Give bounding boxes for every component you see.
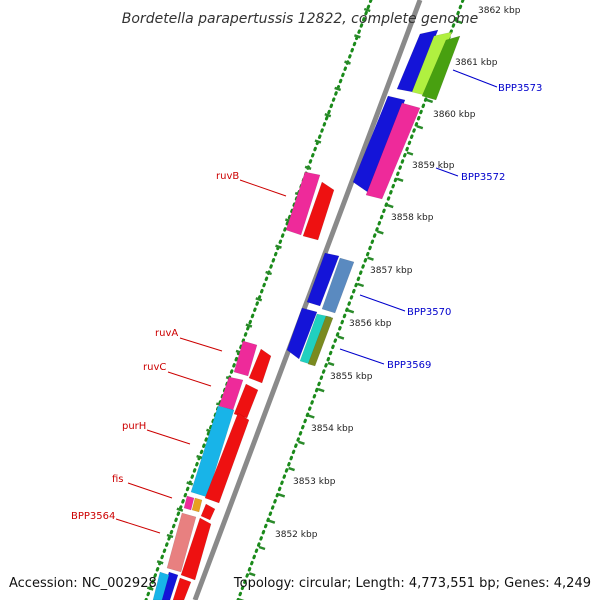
gene-label-bpp3569[interactable]: BPP3569 [387, 360, 431, 371]
gene-label-bpp3564[interactable]: BPP3564 [71, 511, 115, 522]
kbp-label-3861: 3861 kbp [455, 58, 498, 68]
track-dash [196, 454, 203, 460]
track-dash [314, 139, 322, 144]
track-dash [367, 256, 374, 261]
track-dash [304, 165, 312, 170]
kbp-scale-labels: 3862 kbp 3861 kbp 3860 kbp 3859 kbp 3858… [275, 6, 521, 540]
track-dash [347, 309, 355, 314]
kbp-label-3855: 3855 kbp [330, 372, 373, 382]
gene-arrow-bpp3570-blue[interactable] [306, 252, 340, 307]
track-dash [278, 493, 286, 498]
track-dash [288, 466, 295, 472]
gene-arrow-ruva-pink[interactable] [233, 340, 258, 377]
track-dash [186, 481, 194, 486]
track-dash [156, 560, 164, 565]
kbp-label-3854: 3854 kbp [311, 424, 354, 434]
track-dash [258, 545, 266, 551]
gene-arrow-ruvb-red[interactable] [302, 181, 335, 241]
track-dash [426, 98, 434, 104]
gene-label-bpp3572[interactable]: BPP3572 [461, 172, 505, 183]
gene-label-purh[interactable]: purH [122, 421, 146, 432]
gene-label-fis[interactable]: fis [112, 474, 124, 485]
track-dash [406, 151, 414, 156]
accession-text: Accession: NC_002928 [9, 576, 157, 591]
map-title: Bordetella parapertussis 12822, complete… [122, 11, 478, 27]
track-dash [298, 440, 305, 445]
track-dash [455, 19, 463, 25]
gene-arrow-bpp3570-steel[interactable] [321, 257, 355, 314]
label-leader-lines [115, 69, 498, 534]
track-dash [416, 125, 424, 130]
track-tick-marks [146, 7, 463, 600]
track-dash [396, 177, 404, 182]
track-dash [146, 586, 154, 591]
genome-backbone [192, 0, 423, 600]
track-dash [248, 572, 256, 577]
kbp-label-3852: 3852 kbp [275, 530, 318, 540]
gene-label-ruva[interactable]: ruvA [155, 328, 178, 339]
track-dash [324, 113, 332, 118]
kbp-label-3856: 3856 kbp [349, 319, 392, 329]
track-dash [268, 519, 276, 524]
gene-arrow-purh-red[interactable] [204, 412, 250, 504]
left-dotted-track [144, 0, 373, 600]
track-dash [307, 414, 315, 419]
gene-label-ruvb[interactable]: ruvB [216, 171, 239, 182]
kbp-label-3862: 3862 kbp [478, 6, 521, 16]
gene-labels: ruvB ruvA ruvC purH fis BPP3564 BPP3573 … [71, 83, 542, 522]
kbp-label-3853: 3853 kbp [293, 477, 336, 487]
gene-arrow-bpp3572-pink[interactable] [365, 102, 421, 200]
gene-arrow-bpp3569-olive[interactable] [307, 315, 334, 367]
kbp-label-3857: 3857 kbp [370, 266, 413, 276]
gene-arrow-ruvb-pink[interactable] [285, 171, 321, 236]
gene-arrow-fis-red[interactable] [200, 503, 216, 521]
gene-arrow-ruvc-red[interactable] [233, 383, 259, 419]
gene-arrow-bpp3573-green[interactable] [421, 35, 461, 101]
track-dash [275, 244, 282, 249]
track-dash [265, 270, 273, 276]
track-dash [317, 388, 325, 393]
kbp-label-3858: 3858 kbp [391, 213, 434, 223]
track-dash [376, 230, 384, 235]
kbp-label-3860: 3860 kbp [433, 110, 476, 120]
track-dash [353, 34, 361, 39]
inner-strand-genes [152, 171, 335, 600]
gene-arrow-bottom-cyan[interactable] [152, 571, 170, 600]
track-dash [363, 7, 371, 13]
track-dash [176, 507, 184, 512]
genome-summary-text: Topology: circular; Length: 4,773,551 bp… [233, 576, 591, 591]
track-dash [337, 335, 345, 340]
gene-arrow-bpp3564-salmon[interactable] [166, 512, 197, 573]
kbp-label-3859: 3859 kbp [412, 161, 455, 171]
track-dash [255, 297, 263, 302]
outer-strand-genes [286, 29, 461, 367]
track-dash [386, 203, 394, 209]
track-dash [245, 323, 253, 328]
gene-label-bpp3570[interactable]: BPP3570 [407, 307, 451, 318]
gene-label-bpp3573[interactable]: BPP3573 [498, 83, 542, 94]
gene-arrow-bpp3564-red[interactable] [180, 517, 212, 581]
track-dash [344, 60, 351, 65]
gene-label-ruvc[interactable]: ruvC [143, 362, 166, 373]
gene-arrow-fis-orange[interactable] [191, 497, 203, 513]
track-dash [334, 86, 342, 92]
track-dash [327, 361, 335, 367]
gene-arrow-bottom-red[interactable] [172, 577, 192, 600]
gene-arrow-fis-pink[interactable] [183, 495, 195, 511]
gene-arrow-ruva-red[interactable] [248, 348, 272, 384]
gene-arrow-bpp3569-blue[interactable] [286, 307, 318, 360]
track-dash [166, 533, 174, 539]
track-dash [357, 282, 365, 288]
right-dotted-track [236, 0, 465, 600]
